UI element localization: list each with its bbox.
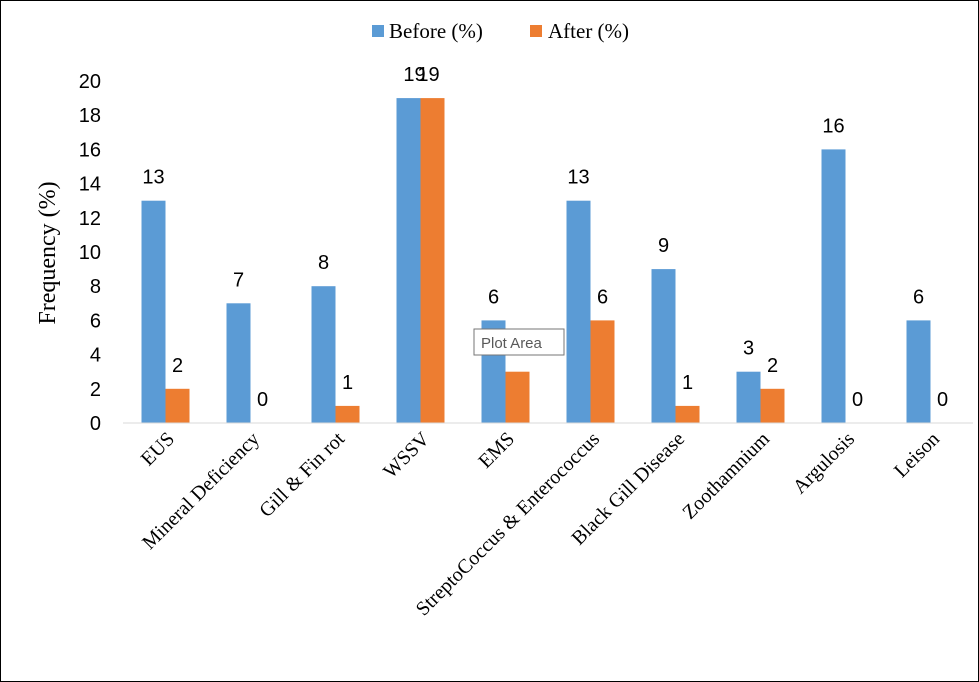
y-tick-label: 4 — [90, 345, 101, 367]
data-label-before: 6 — [913, 286, 924, 308]
data-label-before: 6 — [488, 286, 499, 308]
data-label-after: 2 — [767, 355, 778, 377]
data-label-before: 7 — [233, 269, 244, 291]
bar-after[interactable] — [590, 320, 615, 423]
y-axis-ticks: 0 2 4 6 8 10 12 14 16 18 20 — [79, 71, 101, 435]
legend: Before (%) After (%) — [372, 19, 629, 43]
data-label-after: 0 — [257, 389, 268, 411]
bar-before[interactable] — [736, 371, 761, 423]
bar-before[interactable] — [396, 98, 421, 423]
bar-after[interactable] — [760, 388, 785, 423]
bar-before[interactable] — [311, 286, 336, 423]
tooltip-box — [473, 328, 565, 356]
bar-before[interactable] — [821, 149, 846, 423]
bar-after[interactable] — [420, 98, 445, 423]
data-label-after: 0 — [852, 389, 863, 411]
y-tick-label: 18 — [79, 105, 101, 127]
bar-before[interactable] — [141, 200, 166, 423]
data-label-after: 2 — [172, 355, 183, 377]
y-tick-label: 2 — [90, 379, 101, 401]
x-tick-label: WSSV — [379, 428, 434, 483]
data-label-after: 19 — [417, 64, 439, 86]
x-tick-label: StreptoCoccus & Enterococcus — [412, 428, 604, 620]
legend-label-before: Before (%) — [389, 19, 483, 43]
x-tick-label: EMS — [474, 428, 519, 473]
bar-after[interactable] — [335, 405, 360, 423]
plot-area-tooltip: Plot Area — [473, 328, 565, 356]
data-label-after: 0 — [937, 389, 948, 411]
bar-before[interactable] — [651, 269, 676, 423]
x-tick-label: Argulosis — [789, 428, 859, 498]
bar-after[interactable] — [165, 388, 190, 423]
y-tick-label: 12 — [79, 208, 101, 230]
bars — [141, 98, 931, 423]
y-tick-label: 6 — [90, 310, 101, 332]
x-tick-label: EUS — [137, 428, 179, 470]
bar-before[interactable] — [566, 200, 591, 423]
y-tick-label: 10 — [79, 242, 101, 264]
data-label-after: 6 — [597, 286, 608, 308]
y-tick-label: 8 — [90, 276, 101, 298]
legend-swatch-after — [530, 25, 542, 37]
y-tick-label: 20 — [79, 71, 101, 93]
data-label-before: 3 — [743, 338, 754, 360]
x-tick-label: Zoothamnium — [678, 428, 774, 524]
y-tick-label: 0 — [90, 413, 101, 435]
data-label-before: 19 — [403, 64, 425, 86]
data-label-before: 8 — [318, 252, 329, 274]
y-axis-title: Frequency (%) — [35, 181, 61, 324]
bar-after[interactable] — [675, 405, 700, 423]
bar-after[interactable] — [505, 371, 530, 423]
data-label-before: 16 — [822, 115, 844, 137]
tooltip-text: Plot Area — [481, 335, 543, 352]
x-tick-label: Leison — [890, 428, 944, 482]
x-tick-label: Gill & Fin rot — [255, 428, 349, 522]
bar-before[interactable] — [906, 320, 931, 423]
data-label-before: 13 — [567, 167, 589, 189]
y-tick-label: 14 — [79, 174, 101, 196]
data-label-after: 1 — [682, 372, 693, 394]
bar-before[interactable] — [226, 303, 251, 423]
data-label-before: 13 — [142, 167, 164, 189]
y-tick-label: 16 — [79, 139, 101, 161]
legend-swatch-before — [372, 25, 384, 37]
data-label-after: 1 — [342, 372, 353, 394]
legend-label-after: After (%) — [548, 19, 629, 43]
data-label-before: 9 — [658, 235, 669, 257]
